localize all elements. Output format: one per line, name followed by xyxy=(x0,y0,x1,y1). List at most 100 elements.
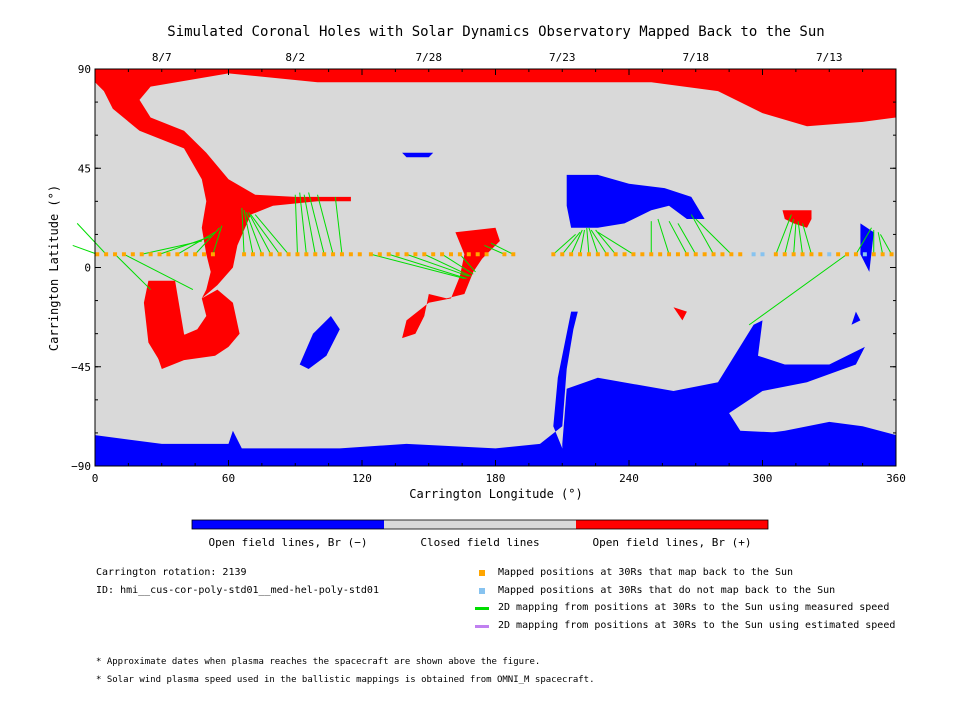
mapped-point xyxy=(658,252,663,257)
measured-mapping-line xyxy=(553,234,576,255)
mapped-point xyxy=(880,252,885,257)
measured-mapping-line xyxy=(424,253,472,277)
measured-mapping-line xyxy=(561,231,581,255)
mapped-point xyxy=(166,252,171,257)
x-tick-label: 0 xyxy=(92,472,99,485)
mapped-point xyxy=(250,252,255,257)
mapped-point xyxy=(104,252,109,257)
measured-mapping-line xyxy=(657,218,670,255)
measured-mapping-line xyxy=(855,227,872,255)
measured-mapping-line xyxy=(72,244,98,255)
mapped-point xyxy=(175,252,180,257)
mapped-point xyxy=(809,252,814,257)
measured-mapping-line xyxy=(784,218,795,255)
mapped-point xyxy=(95,252,100,257)
mapped-point xyxy=(782,252,787,257)
mapped-point xyxy=(551,252,556,257)
colorbar-negative xyxy=(192,520,384,529)
mapped-point xyxy=(871,252,876,257)
mapped-point xyxy=(368,252,373,257)
mapped-point xyxy=(791,252,796,257)
positive-coronal-hole xyxy=(673,307,687,321)
positive-coronal-hole xyxy=(143,280,193,365)
measured-mapping-line xyxy=(303,194,316,255)
legend-measured-label: 2D mapping from positions at 30Rs to the… xyxy=(498,602,890,613)
measured-mapping-line xyxy=(76,223,107,255)
mapped-point xyxy=(404,252,409,257)
measured-mapping-line xyxy=(212,225,223,255)
mapped-point xyxy=(322,252,327,257)
mapped-point xyxy=(457,252,462,257)
mapped-point xyxy=(773,252,778,257)
positive-coronal-hole xyxy=(402,227,500,339)
x-tick-label: 120 xyxy=(352,472,372,485)
note-wind-speed: * Solar wind plasma speed used in the ba… xyxy=(96,675,595,685)
measured-mapping-line xyxy=(695,218,732,255)
mapped-point xyxy=(440,252,445,257)
mapped-point xyxy=(413,252,418,257)
date-label: 7/13 xyxy=(816,51,843,64)
chart-title: Simulated Coronal Holes with Solar Dynam… xyxy=(167,24,824,40)
mapped-point xyxy=(295,252,300,257)
measured-mapping-line xyxy=(370,253,465,280)
x-tick-label: 60 xyxy=(222,472,235,485)
negative-coronal-hole xyxy=(566,174,705,228)
measured-mapping-line xyxy=(245,212,263,255)
mapped-point xyxy=(157,252,162,257)
mapped-point xyxy=(304,252,309,257)
measured-mapping-line xyxy=(484,244,505,255)
mapped-point xyxy=(675,252,680,257)
measured-mapping-line xyxy=(123,253,194,291)
carrington-rotation: Carrington rotation: 2139 xyxy=(96,567,247,578)
legend-estimated-swatch xyxy=(475,625,489,628)
mapped-point xyxy=(395,252,400,257)
mapped-point xyxy=(339,252,344,257)
mapped-point xyxy=(595,252,600,257)
colorbar-label-closed: Closed field lines xyxy=(420,536,539,549)
mapped-point xyxy=(622,252,627,257)
date-label: 8/7 xyxy=(152,51,172,64)
date-label: 7/28 xyxy=(416,51,443,64)
mapped-point xyxy=(286,252,291,257)
measured-mapping-line xyxy=(254,214,289,255)
measured-mapping-line xyxy=(194,227,220,255)
mapped-point xyxy=(242,252,247,257)
measured-mapping-line xyxy=(597,231,634,255)
unmapped-point xyxy=(862,252,867,257)
mapped-point xyxy=(502,252,507,257)
y-axis-label: Carrington Latitude (°) xyxy=(47,185,61,351)
legend-unmapped-swatch xyxy=(479,588,485,594)
measured-mapping-line xyxy=(579,229,585,255)
measured-mapping-line xyxy=(299,192,307,255)
measured-mapping-line xyxy=(677,223,697,255)
mapped-point xyxy=(604,252,609,257)
measured-mapping-line xyxy=(294,194,298,255)
measured-mapping-line xyxy=(388,253,467,280)
mapped-point xyxy=(259,252,264,257)
x-axis-label: Carrington Longitude (°) xyxy=(409,487,582,501)
measured-mapping-line xyxy=(250,214,281,255)
colorbar-positive xyxy=(576,520,768,529)
colorbar-label-positive: Open field lines, Br (+) xyxy=(593,536,752,549)
colorbar-closed xyxy=(384,520,576,529)
measured-mapping-line xyxy=(459,253,476,273)
mapped-point xyxy=(800,252,805,257)
unmapped-point xyxy=(751,252,756,257)
measured-mapping-line xyxy=(248,212,272,255)
mapped-point xyxy=(331,252,336,257)
plot-area: 0 60 120 180 240 300 360 90 45 0 −45 −90 8/7 8/2 7/28 7… xyxy=(71,51,906,485)
measured-mapping-line xyxy=(243,210,254,255)
mapped-point xyxy=(649,252,654,257)
measured-mapping-line xyxy=(317,194,334,255)
measured-mapping-line xyxy=(668,220,688,255)
mapped-point xyxy=(640,252,645,257)
measured-mapping-line xyxy=(797,221,804,255)
measured-mapping-line xyxy=(570,229,583,255)
legend-mapped-swatch xyxy=(479,570,485,576)
mapped-point xyxy=(684,252,689,257)
x-tick-label: 360 xyxy=(886,472,906,485)
colorbar-label-negative: Open field lines, Br (−) xyxy=(209,536,368,549)
legend-unmapped-label: Mapped positions at 30Rs that do not map… xyxy=(498,585,836,596)
mapped-point xyxy=(853,252,858,257)
measured-mapping-line xyxy=(879,234,892,255)
